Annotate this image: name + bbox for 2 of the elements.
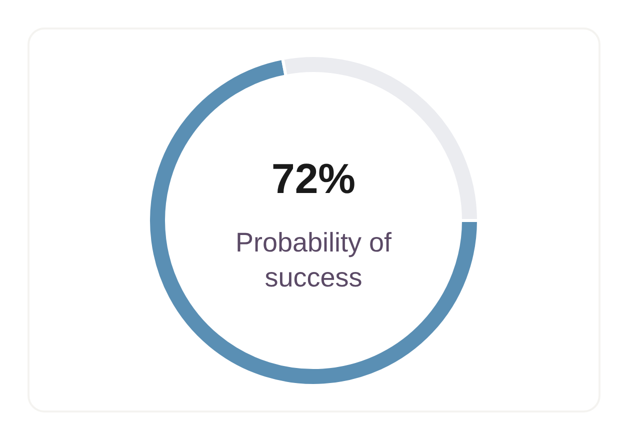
text: 72% xyxy=(271,155,356,202)
text: Probability of success xyxy=(235,228,392,292)
